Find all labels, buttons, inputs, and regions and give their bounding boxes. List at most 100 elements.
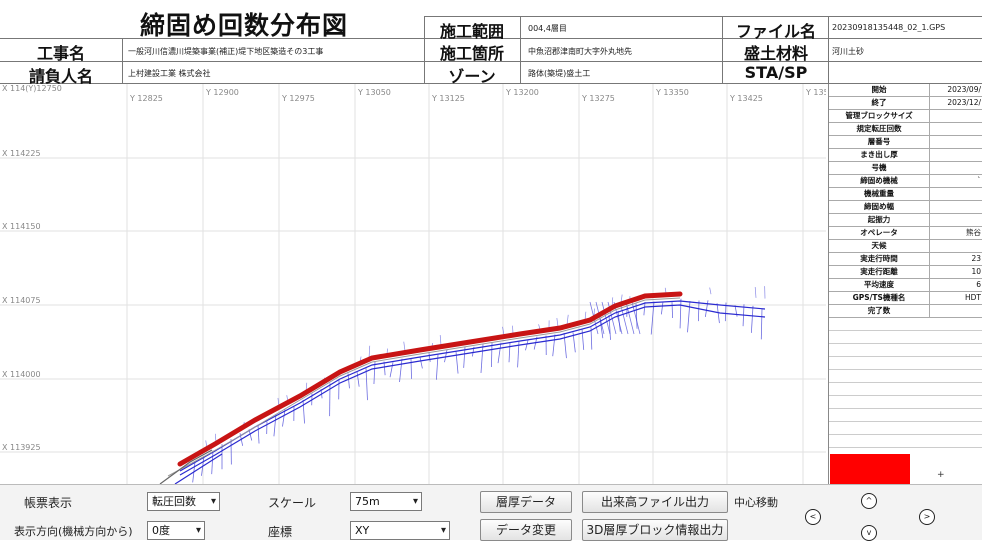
- coverage-tick: [609, 315, 611, 340]
- coverage-tick: [698, 301, 699, 322]
- info-row-label: 起振力: [829, 214, 929, 227]
- chevron-down-icon: ▾: [211, 493, 216, 510]
- x-tick-label: X 114000: [2, 370, 41, 379]
- info-row-label: 層番号: [829, 136, 929, 149]
- info-row-label: 機械重量: [829, 188, 929, 201]
- y-tick-label: Y 12825: [129, 94, 163, 103]
- info-row-value: [929, 162, 982, 175]
- pan-right-button[interactable]: >: [919, 509, 935, 525]
- range-label: 施工範囲: [430, 18, 514, 42]
- info-row-value: 2023/09/: [929, 84, 982, 97]
- info-row: 機械重量: [829, 188, 982, 201]
- pan-left-button[interactable]: <: [805, 509, 821, 525]
- info-row-empty: [829, 370, 982, 383]
- coverage-tick: [751, 306, 753, 333]
- coverage-tick: [761, 308, 762, 339]
- export-output-button[interactable]: 出来高ファイル出力: [582, 491, 728, 513]
- y-tick-label: Y 12975: [281, 94, 315, 103]
- info-row-label: まき出し厚: [829, 149, 929, 162]
- info-row-empty: [829, 344, 982, 357]
- info-row-empty: [829, 357, 982, 370]
- coverage-tick: [680, 299, 681, 329]
- display-kind-select[interactable]: 転圧回数 ▾: [147, 492, 220, 511]
- coverage-tick: [705, 300, 708, 317]
- x-tick-label: X 114150: [2, 222, 41, 231]
- info-row-label: GPS/TS機種名: [829, 292, 929, 305]
- info-row-empty: [829, 409, 982, 422]
- info-row-value: [929, 240, 982, 253]
- offset-guide-line: [168, 298, 680, 476]
- direction-select[interactable]: 0度 ▾: [147, 521, 205, 540]
- coverage-tick: [672, 302, 673, 318]
- location-value: 中魚沼郡津南町大字外丸地先: [528, 46, 718, 57]
- page-title: 締固め回数分布図: [140, 6, 348, 42]
- info-row-label: 締固め幅: [829, 201, 929, 214]
- info-row: 天候: [829, 240, 982, 253]
- info-row-empty: [829, 383, 982, 396]
- info-row-label: 開始: [829, 84, 929, 97]
- data-change-button[interactable]: データ変更: [480, 519, 572, 541]
- coverage-tick: [303, 400, 305, 424]
- coverage-tick: [384, 362, 385, 376]
- x-tick-label: X 114075: [2, 296, 41, 305]
- project-value: 一般河川信濃川堤築事業(補正)堤下地区築造その3工事: [128, 46, 420, 57]
- header-divider: [122, 38, 123, 84]
- info-row-label: 号機: [829, 162, 929, 175]
- filename-value: 20230918135448_02_1.GPS: [832, 23, 982, 32]
- coverage-tick: [491, 343, 492, 367]
- chevron-down-icon: ▾: [196, 522, 201, 539]
- info-row-value: 熊谷: [929, 227, 982, 240]
- coverage-tick: [665, 288, 666, 293]
- coverage-tick: [390, 362, 393, 377]
- info-row: 規定転圧回数: [829, 123, 982, 136]
- coverage-tick: [636, 304, 637, 329]
- coverage-tick: [688, 301, 690, 332]
- x-tick-label: X 113925: [2, 443, 41, 452]
- chevron-down-icon: ▾: [441, 522, 446, 539]
- project-label: 工事名: [4, 40, 118, 64]
- info-row-label: 平均速度: [829, 279, 929, 292]
- info-row-label: 規定転圧回数: [829, 123, 929, 136]
- coverage-tick: [644, 302, 645, 315]
- material-label: 盛土材料: [728, 40, 824, 64]
- info-row-label: 終了: [829, 97, 929, 110]
- info-row: 号機: [829, 162, 982, 175]
- export-3d-block-button[interactable]: 3D層厚ブロック情報出力: [582, 519, 728, 541]
- info-row: 締固め幅: [829, 201, 982, 214]
- coverage-tick: [710, 288, 711, 295]
- coverage-tick: [582, 329, 584, 350]
- y-tick-label: Y 135: [805, 88, 826, 97]
- y-tick-label: Y 13050: [357, 88, 391, 97]
- info-row-value: HDT: [929, 292, 982, 305]
- info-row-value: 2023/12/: [929, 97, 982, 110]
- y-tick-label: Y 13350: [655, 88, 689, 97]
- pan-up-button[interactable]: ^: [861, 493, 877, 509]
- display-kind-value: 転圧回数: [152, 495, 196, 508]
- display-kind-label: 帳票表示: [24, 494, 72, 511]
- direction-value: 0度: [152, 524, 170, 537]
- layer-thickness-button[interactable]: 層厚データ: [480, 491, 572, 513]
- info-row-empty: [829, 331, 982, 344]
- info-row-label: 管理ブロックサイズ: [829, 110, 929, 123]
- scale-select[interactable]: 75m ▾: [350, 492, 422, 511]
- axis-select[interactable]: XY ▾: [350, 521, 450, 540]
- info-row-value: [929, 305, 982, 318]
- header-divider: [828, 16, 829, 84]
- info-row: 層番号: [829, 136, 982, 149]
- contractor-value: 上村建設工業 株式会社: [128, 68, 420, 79]
- y-tick-label: Y 13200: [505, 88, 539, 97]
- location-label: 施工箇所: [430, 40, 514, 64]
- info-row-value: [929, 188, 982, 201]
- coverage-tick: [498, 343, 501, 363]
- machine-guide-line: [180, 301, 765, 471]
- coverage-tick: [444, 350, 447, 362]
- legend-color-swatch: [830, 454, 910, 484]
